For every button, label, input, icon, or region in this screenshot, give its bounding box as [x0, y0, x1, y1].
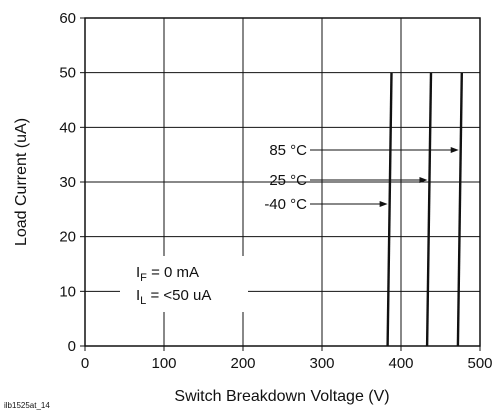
conditions-box-bg — [120, 256, 248, 312]
y-tick-label-1: 10 — [59, 283, 76, 300]
series-line-1 — [425, 72, 433, 347]
y-tick-label-3: 30 — [59, 174, 76, 191]
if-condition-symbol: I — [136, 264, 140, 281]
series-arrowhead-1 — [419, 177, 428, 183]
x-tick-label-4: 400 — [388, 355, 413, 372]
annotations: -40 °C 25 °C 85 °C — [264, 142, 459, 213]
y-tick-label-4: 40 — [59, 119, 76, 136]
y-tick-label-2: 20 — [59, 229, 76, 246]
if-condition-value: = 0 mA — [147, 264, 199, 281]
x-tick-label-0: 0 — [81, 355, 89, 372]
x-axis-title: Switch Breakdown Voltage (V) — [174, 388, 389, 405]
x-tick-label-3: 300 — [309, 355, 334, 372]
series-line-2 — [456, 72, 463, 347]
y-axis-title: Load Current (uA) — [13, 118, 30, 246]
series-label-0: -40 °C — [264, 196, 307, 213]
axis-ticks: 0 100 200 300 400 500 0 10 20 30 40 50 60 — [59, 10, 492, 372]
if-condition-subscript: F — [140, 272, 147, 284]
series-label-1: 25 °C — [269, 172, 307, 189]
x-tick-label-2: 200 — [230, 355, 255, 372]
x-tick-label-5: 500 — [467, 355, 492, 372]
il-condition: IL = <50 uA — [136, 287, 211, 307]
y-tick-label-5: 50 — [59, 65, 76, 82]
x-tick-label-1: 100 — [151, 355, 176, 372]
series-arrowhead-0 — [379, 201, 388, 207]
conditions-box: IF = 0 mA IL = <50 uA — [120, 256, 248, 312]
il-condition-subscript: L — [140, 295, 146, 307]
il-condition-value: = <50 uA — [146, 287, 211, 304]
figure-footnote: ilb1525at_14 — [4, 401, 50, 410]
y-tick-label-0: 0 — [68, 338, 76, 355]
il-condition-symbol: I — [136, 287, 140, 304]
y-tick-label-6: 60 — [59, 10, 76, 27]
series-label-2: 85 °C — [269, 142, 307, 159]
if-condition: IF = 0 mA — [136, 264, 199, 284]
series-line-0 — [386, 72, 393, 347]
series-lines — [386, 72, 463, 347]
series-arrowhead-2 — [450, 147, 459, 153]
